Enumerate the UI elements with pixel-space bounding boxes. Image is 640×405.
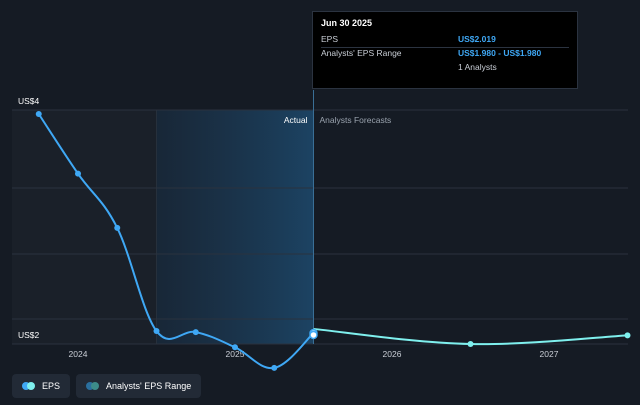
- actual-region-shade: [156, 110, 314, 344]
- legend: EPS Analysts' EPS Range: [12, 374, 202, 398]
- tooltip-eps-value: US$2.019: [458, 34, 496, 44]
- x-tick-label-2025: 2025: [226, 349, 245, 359]
- y-tick-label-bottom: US$2: [18, 330, 40, 340]
- tooltip-eps-label: EPS: [321, 34, 339, 44]
- legend-item-range[interactable]: Analysts' EPS Range: [76, 374, 202, 398]
- eps-point-5: [232, 344, 238, 351]
- eps-point-2: [114, 224, 121, 231]
- x-tick-label-2027: 2027: [540, 349, 559, 359]
- tooltip-row-eps: EPS US$2.019: [321, 34, 569, 48]
- legend-dot-eps-b: [27, 382, 35, 390]
- tooltip-row-range: Analysts' EPS Range US$1.980 - US$1.980: [321, 48, 569, 62]
- x-tick-label-2024: 2024: [69, 349, 88, 359]
- legend-swatch-range: [86, 382, 100, 390]
- tooltip: Jun 30 2025 EPS US$2.019 Analysts' EPS R…: [312, 11, 578, 89]
- eps-point-4: [192, 329, 199, 336]
- eps-point-0: [35, 111, 42, 117]
- tooltip-range-label: Analysts' EPS Range: [321, 48, 402, 58]
- tooltip-row-analysts: 1 Analysts: [321, 62, 569, 76]
- y-tick-label-top: US$4: [18, 96, 40, 106]
- past-region-shade: [12, 110, 157, 344]
- range-hover-point: [309, 330, 318, 340]
- legend-label-eps: EPS: [42, 381, 61, 391]
- tooltip-divider: [321, 47, 569, 48]
- actual-label: Actual: [284, 115, 308, 125]
- forecast-label: Analysts Forecasts: [320, 115, 392, 125]
- tooltip-analysts-value: 1 Analysts: [458, 62, 497, 72]
- legend-item-eps[interactable]: EPS: [12, 374, 71, 398]
- legend-label-range: Analysts' EPS Range: [106, 381, 192, 391]
- eps-point-3: [153, 328, 160, 334]
- legend-dot-range-b: [91, 382, 100, 390]
- tooltip-range-value: US$1.980 - US$1.980: [458, 48, 542, 58]
- legend-dot-range-a: [86, 382, 95, 390]
- forecast-point-1: [467, 341, 474, 348]
- eps-point-1: [75, 170, 81, 177]
- legend-swatch-eps: [22, 382, 36, 390]
- tooltip-date: Jun 30 2025: [321, 18, 373, 28]
- eps-line: [37, 113, 315, 369]
- forecast-point-2: [624, 332, 631, 339]
- x-tick-label-2026: 2026: [383, 349, 402, 359]
- legend-dot-eps-a: [22, 382, 30, 390]
- eps-point-6: [271, 364, 278, 371]
